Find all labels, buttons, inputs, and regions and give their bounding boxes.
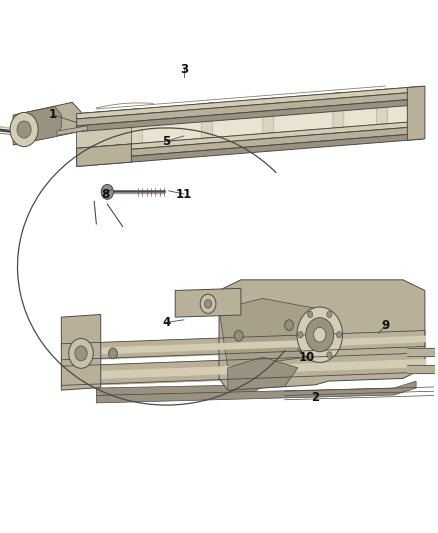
- Polygon shape: [377, 89, 388, 125]
- Circle shape: [205, 300, 212, 308]
- Circle shape: [297, 307, 343, 362]
- Polygon shape: [77, 86, 423, 119]
- Circle shape: [17, 121, 31, 138]
- Circle shape: [10, 112, 38, 147]
- Polygon shape: [333, 93, 344, 106]
- Polygon shape: [175, 288, 241, 317]
- Polygon shape: [77, 109, 131, 148]
- Circle shape: [285, 320, 293, 330]
- Circle shape: [336, 332, 342, 338]
- Text: 2: 2: [311, 391, 319, 403]
- Circle shape: [327, 352, 332, 358]
- Polygon shape: [219, 298, 320, 368]
- Polygon shape: [77, 99, 423, 132]
- Polygon shape: [228, 357, 298, 390]
- Polygon shape: [18, 107, 61, 144]
- Polygon shape: [201, 103, 212, 139]
- Polygon shape: [57, 126, 88, 135]
- Polygon shape: [131, 108, 142, 144]
- Circle shape: [75, 346, 87, 361]
- Polygon shape: [77, 121, 423, 154]
- Circle shape: [69, 338, 93, 368]
- Polygon shape: [333, 127, 344, 140]
- Polygon shape: [13, 102, 81, 145]
- Text: 10: 10: [298, 351, 315, 364]
- Polygon shape: [77, 133, 423, 166]
- Circle shape: [306, 318, 334, 352]
- Circle shape: [307, 352, 313, 358]
- Circle shape: [109, 348, 117, 359]
- Polygon shape: [77, 144, 131, 166]
- Circle shape: [101, 184, 113, 199]
- Polygon shape: [201, 103, 212, 116]
- Polygon shape: [131, 108, 142, 122]
- Circle shape: [234, 330, 243, 341]
- Polygon shape: [77, 86, 423, 148]
- Polygon shape: [201, 138, 212, 151]
- Text: 4: 4: [162, 316, 170, 329]
- Polygon shape: [131, 143, 142, 156]
- Circle shape: [307, 311, 313, 318]
- Polygon shape: [263, 133, 274, 146]
- Polygon shape: [407, 86, 425, 140]
- Text: 3: 3: [180, 63, 188, 76]
- Circle shape: [327, 311, 332, 318]
- Polygon shape: [333, 93, 344, 128]
- Text: 5: 5: [162, 135, 170, 148]
- Polygon shape: [377, 124, 388, 137]
- Text: 9: 9: [381, 319, 389, 332]
- Polygon shape: [96, 381, 416, 403]
- Circle shape: [298, 332, 303, 338]
- Polygon shape: [377, 89, 388, 102]
- Text: 8: 8: [101, 188, 109, 200]
- Polygon shape: [77, 126, 423, 160]
- Circle shape: [200, 294, 216, 313]
- Text: 11: 11: [176, 188, 192, 200]
- Text: 1: 1: [49, 108, 57, 121]
- Polygon shape: [61, 314, 101, 390]
- Polygon shape: [96, 381, 272, 395]
- Circle shape: [314, 327, 326, 342]
- Polygon shape: [77, 92, 423, 126]
- Polygon shape: [219, 280, 425, 390]
- Polygon shape: [263, 98, 274, 111]
- Polygon shape: [263, 98, 274, 134]
